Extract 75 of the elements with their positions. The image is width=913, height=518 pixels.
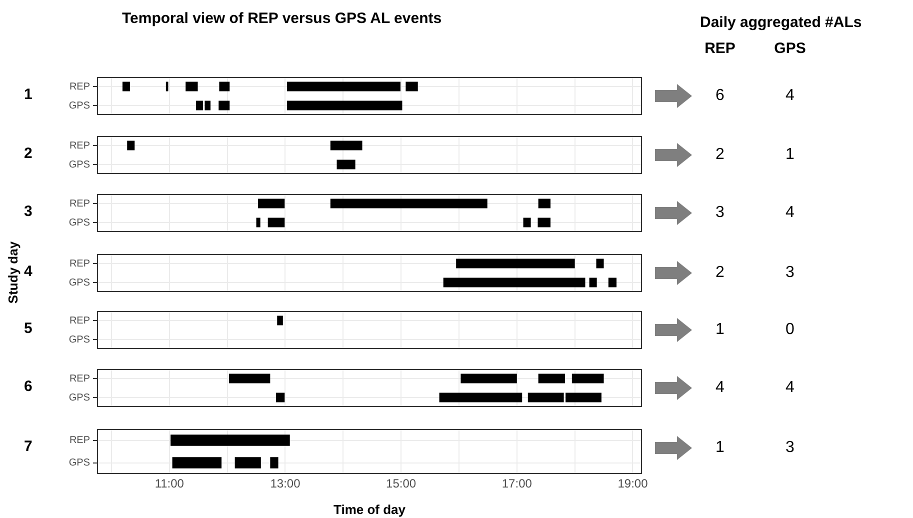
y-tick-label: REP bbox=[69, 258, 90, 270]
bar bbox=[460, 374, 517, 384]
bar bbox=[258, 198, 285, 208]
text: 3 bbox=[784, 439, 796, 457]
text: Study day bbox=[6, 240, 20, 306]
y-axis-title: 6 bbox=[24, 378, 32, 395]
bar bbox=[406, 82, 418, 92]
text: REP bbox=[704, 40, 736, 57]
y-tick-label: GPS bbox=[68, 159, 90, 170]
text: Daily aggregated #ALs bbox=[700, 14, 862, 31]
bar bbox=[439, 392, 522, 402]
text: 4 bbox=[784, 379, 796, 397]
x-tick-label: 13:00 bbox=[270, 476, 301, 491]
y-tick-label: REP bbox=[69, 373, 90, 384]
y-tick-label: REP bbox=[69, 140, 90, 152]
bar bbox=[456, 258, 575, 268]
chart-title: Temporal view of REP versus GPS AL events bbox=[122, 10, 442, 27]
y-tick-label: GPS bbox=[68, 458, 90, 468]
bar bbox=[270, 457, 278, 468]
y-tick-label: GPS bbox=[68, 100, 90, 112]
bar bbox=[186, 82, 198, 92]
x-tick-label: 11:00 bbox=[154, 476, 184, 491]
bar bbox=[234, 457, 261, 468]
y-tick-label: GPS bbox=[68, 392, 90, 404]
bar bbox=[608, 278, 617, 288]
y-tick-label: GPS bbox=[68, 334, 90, 346]
y-tick-label: REP bbox=[69, 81, 90, 92]
bar bbox=[538, 218, 550, 228]
bar bbox=[229, 374, 270, 384]
bar bbox=[286, 82, 400, 92]
bar bbox=[219, 82, 230, 92]
bar bbox=[443, 278, 586, 288]
text: 4 bbox=[784, 204, 796, 222]
bar bbox=[596, 258, 604, 268]
text: 2 bbox=[714, 146, 726, 164]
text: 4 bbox=[784, 87, 796, 105]
bar bbox=[122, 82, 130, 92]
x-tick-label: 15:00 bbox=[386, 476, 416, 491]
bar bbox=[572, 374, 604, 384]
bar bbox=[330, 198, 488, 208]
bar bbox=[172, 457, 222, 468]
y-axis-title: 3 bbox=[24, 203, 32, 220]
y-tick-label: REP bbox=[69, 435, 90, 446]
text: 6 bbox=[714, 87, 726, 105]
bar bbox=[170, 434, 290, 446]
bar bbox=[538, 198, 550, 208]
y-axis-title: 1 bbox=[24, 86, 32, 103]
bar bbox=[523, 218, 531, 228]
bar bbox=[589, 278, 597, 288]
y-tick-label: REP bbox=[69, 198, 90, 210]
text: 1 bbox=[784, 146, 796, 164]
y-axis-title: 4 bbox=[24, 263, 32, 280]
text: 3 bbox=[714, 204, 726, 222]
y-tick-label: GPS bbox=[68, 277, 90, 288]
text: 1 bbox=[714, 321, 726, 339]
y-axis-title: 2 bbox=[24, 145, 32, 162]
bar bbox=[538, 374, 565, 384]
text: 0 bbox=[784, 321, 796, 339]
y-tick-label: GPS bbox=[68, 217, 90, 228]
text: 4 bbox=[714, 379, 726, 397]
text: 2 bbox=[714, 264, 726, 282]
text: 3 bbox=[784, 264, 796, 282]
bar bbox=[286, 100, 402, 110]
y-axis-title: 5 bbox=[24, 320, 32, 337]
text: 1 bbox=[714, 439, 726, 457]
x-tick-label: 19:00 bbox=[618, 476, 648, 491]
bar bbox=[218, 100, 230, 110]
bar bbox=[268, 218, 285, 228]
x-tick-label: 17:00 bbox=[502, 476, 532, 491]
x-axis-title: Time of day bbox=[333, 502, 406, 517]
y-tick-label: REP bbox=[69, 315, 90, 326]
bar bbox=[276, 392, 285, 402]
text: GPS bbox=[773, 40, 807, 57]
y-axis-title: 7 bbox=[24, 438, 32, 455]
bar bbox=[256, 218, 260, 228]
